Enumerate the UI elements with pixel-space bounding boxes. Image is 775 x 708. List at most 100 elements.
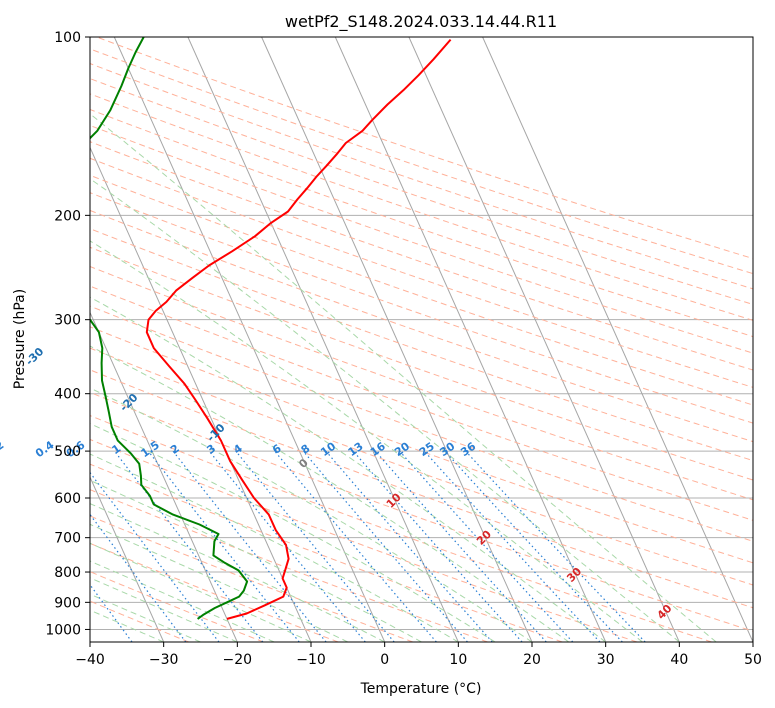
- y-tick-label: 1000: [45, 622, 81, 638]
- moist-adiabat: [90, 113, 717, 642]
- x-tick-label: −40: [75, 652, 105, 668]
- moist-adiabat: [90, 240, 643, 642]
- dry-adiabat: [90, 438, 638, 642]
- x-tick-label: 40: [670, 652, 688, 668]
- dry-adiabat: [90, 326, 753, 564]
- isotherm-line: [482, 37, 753, 642]
- y-tick-label: 300: [54, 313, 81, 329]
- mixing-ratio-line: [90, 471, 220, 642]
- axes: −40 −30 −20 −10 0 10 20 30 40 50 100 200 300 400 500 60…: [45, 30, 762, 668]
- isotherm-line: [187, 37, 459, 642]
- x-tick-label: 0: [380, 652, 389, 668]
- dry-adiabat: [90, 305, 753, 542]
- x-tick-label: −30: [149, 652, 179, 668]
- isotherm-line: [334, 37, 607, 642]
- x-tick-label: 50: [744, 652, 762, 668]
- y-tick-label: 600: [54, 491, 81, 507]
- mixing-ratio-line: [352, 450, 523, 642]
- mixing-ratio-label: 2: [168, 442, 182, 457]
- y-tick-label: 400: [54, 387, 81, 403]
- y-tick-label: 500: [54, 444, 81, 460]
- dry-adiabat: [90, 93, 753, 321]
- y-tick-label: 200: [54, 208, 81, 224]
- dry-adiabat: [90, 174, 753, 406]
- mixing-ratio-line: [172, 450, 327, 642]
- isotherm-label: 30: [564, 565, 584, 585]
- dry-adiabat: [96, 37, 753, 260]
- mixing-ratio-line: [465, 450, 646, 642]
- isotherm-line: [90, 475, 165, 642]
- x-tick-label: −20: [223, 652, 253, 668]
- dry-adiabat: [90, 124, 753, 354]
- mixing-ratio-line: [444, 450, 623, 642]
- y-tick-label: 100: [54, 30, 81, 46]
- isotherm-line: [90, 311, 238, 642]
- mixing-ratio-label: 0.2: [0, 438, 6, 460]
- moist-adiabat: [90, 423, 496, 642]
- mixing-ratio-line: [399, 450, 574, 642]
- y-tick-label: 800: [54, 565, 81, 581]
- dry-adiabat: [90, 209, 753, 443]
- isotherm-label: 20: [474, 528, 494, 548]
- isotherm-line: [90, 146, 312, 642]
- dry-adiabat: [90, 78, 753, 305]
- dry-adiabat: [90, 463, 563, 642]
- mixing-ratio-line: [114, 450, 264, 642]
- mixing-ratio-line: [274, 450, 437, 642]
- mixing-ratio-line: [147, 450, 300, 642]
- mixing-ratio-label: 1.5: [138, 438, 161, 460]
- moist-adiabat: [90, 296, 606, 642]
- chart-title: wetPf2_S148.2024.033.14.44.R11: [285, 12, 557, 32]
- mixing-ratio-label: 20: [392, 439, 412, 459]
- dry-adiabat: [90, 489, 488, 642]
- moist-adiabat: [90, 453, 459, 642]
- isotherm-label: -20: [117, 391, 140, 414]
- plot-frame: [89, 36, 754, 643]
- y-tick-label: 700: [54, 531, 81, 547]
- dry-adiabat: [90, 48, 753, 275]
- dry-adiabat: [90, 285, 753, 521]
- x-tick-label: −10: [296, 652, 326, 668]
- moist-adiabat: [90, 503, 385, 642]
- dry-adiabat: [90, 391, 753, 632]
- plot-area: [90, 37, 753, 642]
- dry-adiabat: [90, 228, 753, 462]
- mixing-ratio-line: [325, 450, 493, 642]
- moist-adiabat: [90, 387, 533, 642]
- moist-adiabat: [90, 577, 238, 642]
- mixing-ratio-label: 13: [346, 440, 366, 459]
- isotherm-line: [408, 37, 680, 642]
- mixing-ratio-line: [235, 450, 395, 642]
- dry-adiabat: [90, 63, 753, 290]
- dry-adiabat: [90, 415, 712, 642]
- mixing-ratio-label: 36: [458, 439, 478, 459]
- x-axis-title: Temperature (°C): [360, 681, 482, 697]
- temperature-trace: [145, 38, 452, 620]
- dry-adiabat: [90, 141, 753, 371]
- dry-adiabat: [90, 600, 189, 642]
- dry-adiabat: [90, 571, 264, 642]
- mixing-ratio-label: 3: [204, 442, 218, 457]
- mixing-ratio-label: 16: [368, 439, 388, 459]
- x-tick-label: 30: [597, 652, 615, 668]
- mixing-ratio-label: 0.4: [33, 438, 57, 460]
- dry-adiabat: [90, 515, 414, 642]
- isotherm-line: [113, 37, 386, 642]
- dewpoint-trace: [90, 37, 249, 620]
- moist-adiabat: [90, 345, 570, 642]
- isotherm-line: [261, 37, 533, 642]
- x-tick-label: 10: [449, 652, 467, 668]
- mixing-ratio-line: [423, 450, 601, 642]
- dry-adiabat: [90, 265, 753, 501]
- mixing-ratio-label: 4: [231, 442, 245, 457]
- y-tick-label: 900: [54, 595, 81, 611]
- x-tick-label: 20: [523, 652, 541, 668]
- moist-adiabat: [90, 593, 201, 642]
- isotherm-label: -10: [204, 421, 227, 444]
- moist-adiabat: [90, 479, 422, 642]
- mixing-ratio-line: [374, 450, 547, 642]
- y-axis-title: Pressure (hPa): [12, 289, 28, 389]
- moist-adiabat: [90, 178, 680, 642]
- mixing-ratio-line: [302, 450, 468, 642]
